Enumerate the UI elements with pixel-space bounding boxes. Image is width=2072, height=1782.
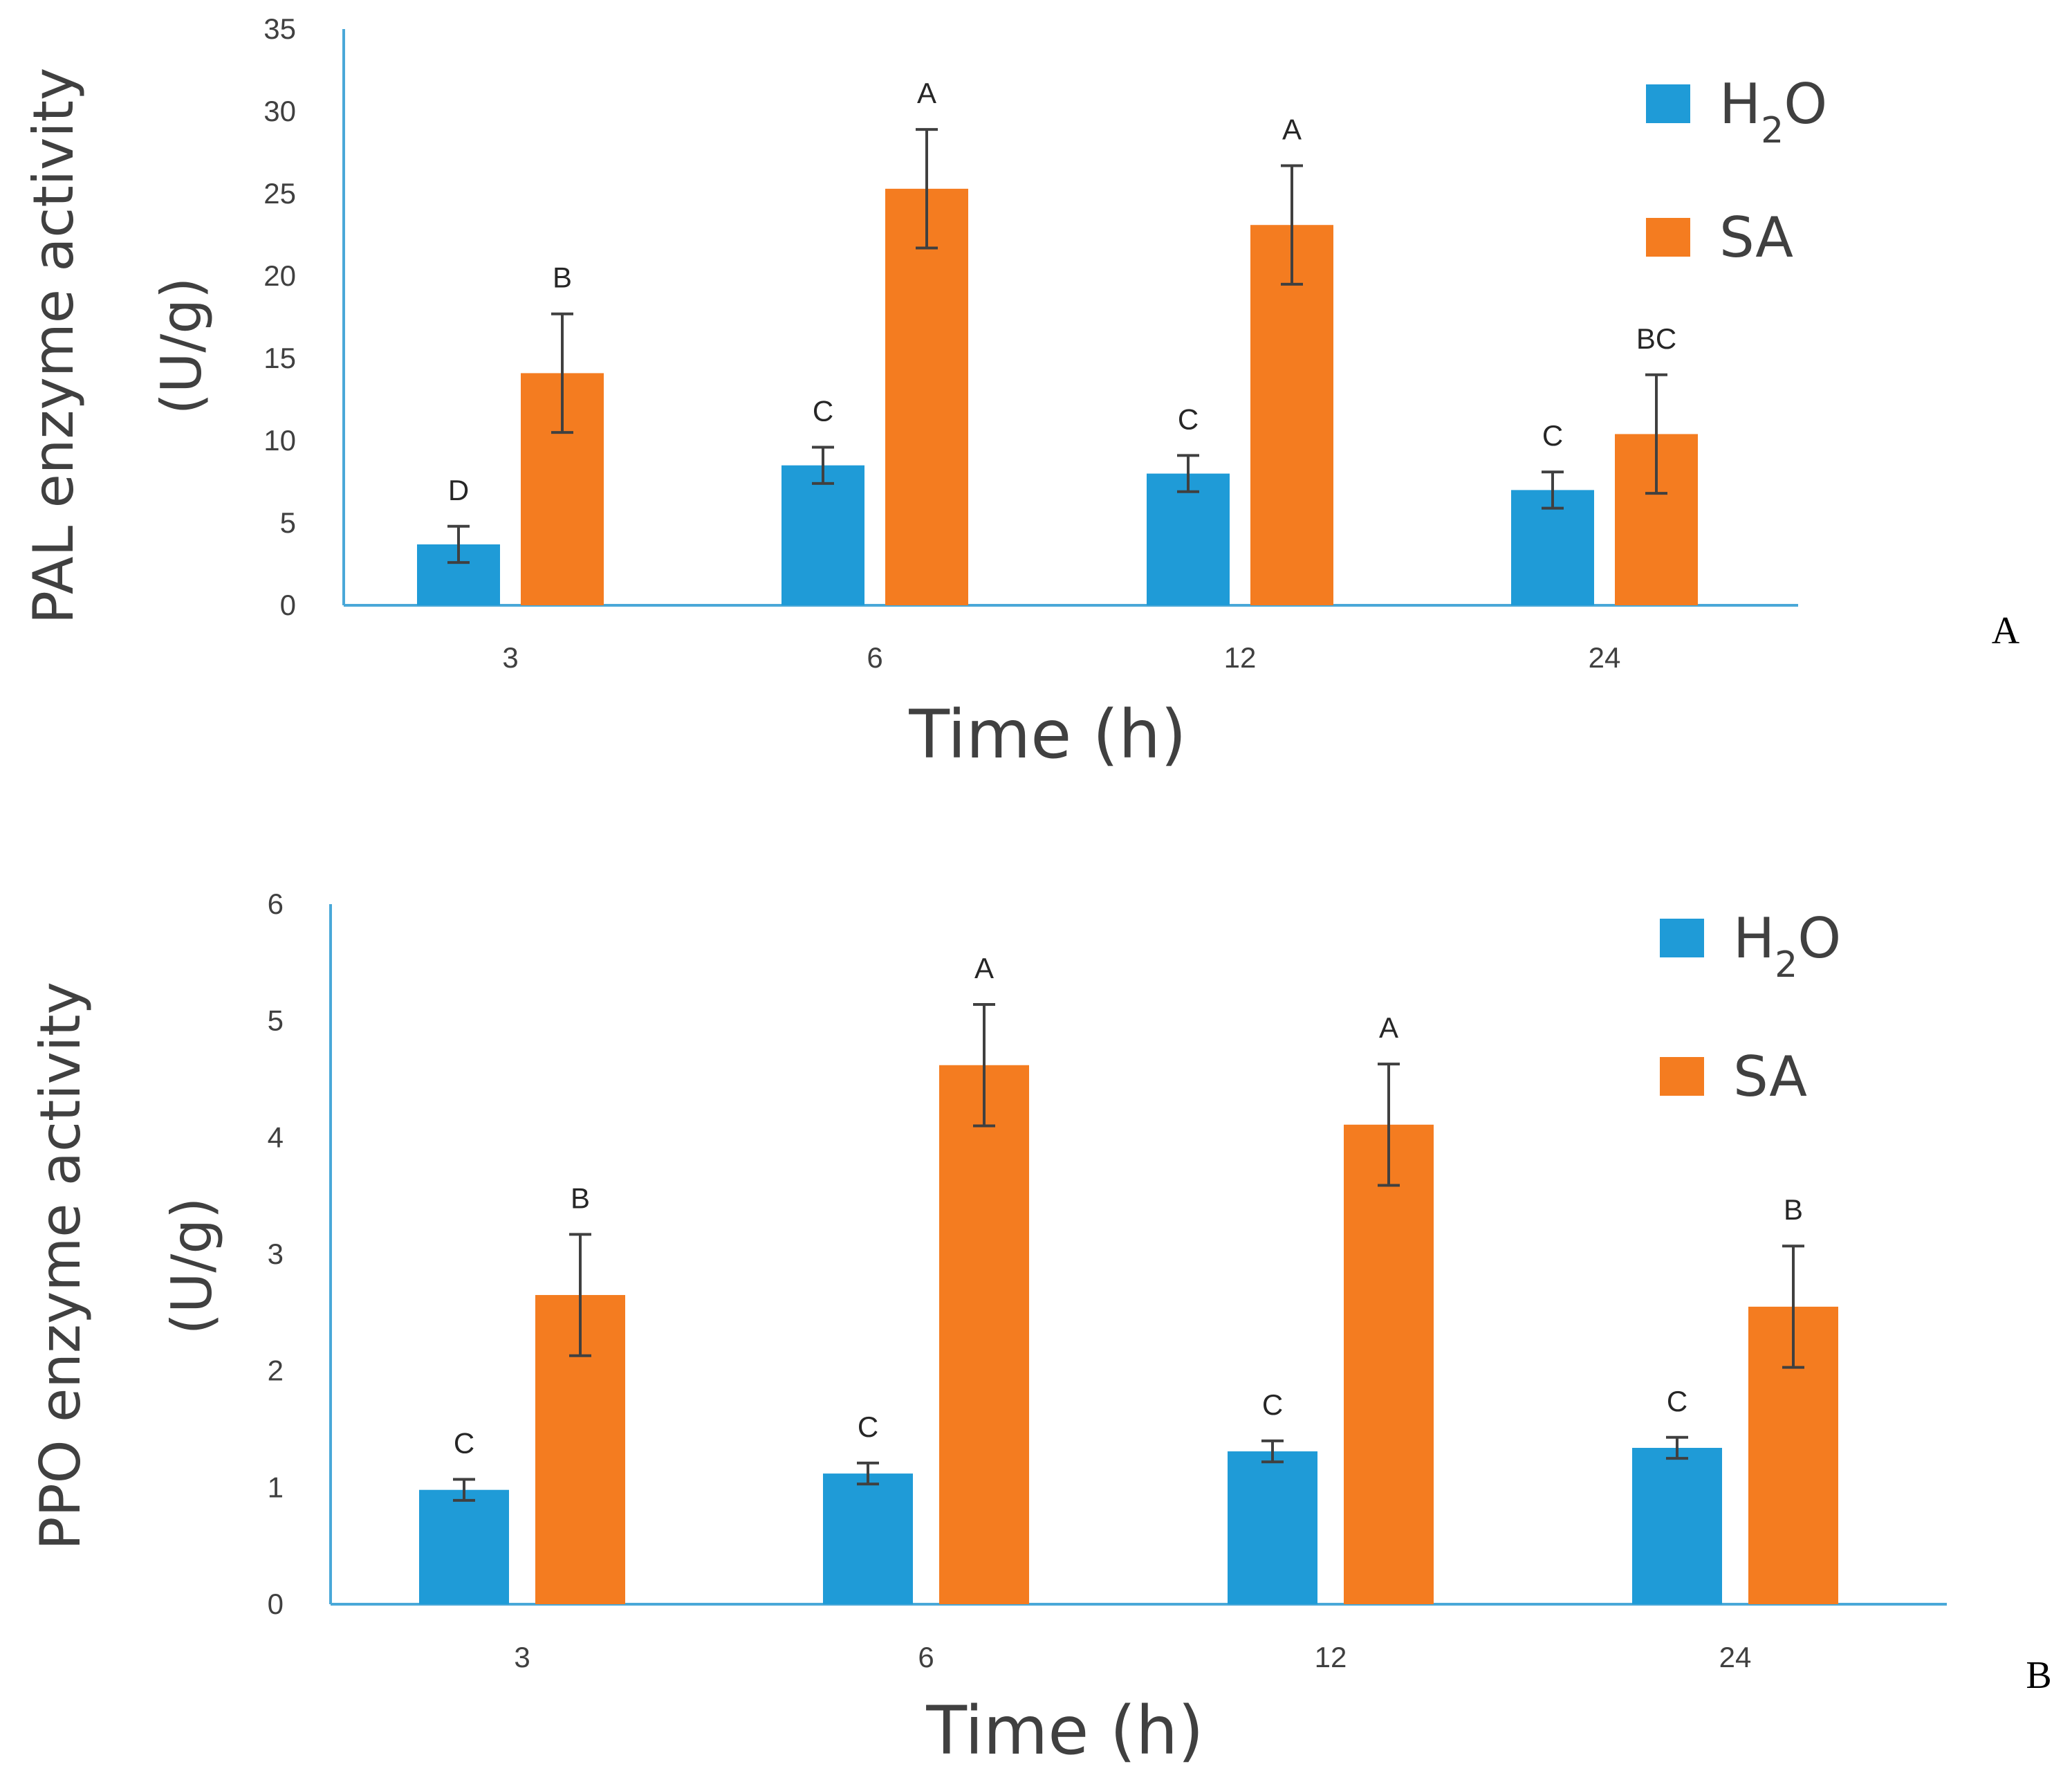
significance-letter: A [1379, 1011, 1398, 1044]
legend-main-text: H [1719, 72, 1761, 136]
x-tick-label: 3 [502, 641, 518, 674]
bar-h2o [781, 465, 864, 605]
significance-letter: D [448, 474, 469, 506]
bar-sa [885, 188, 968, 605]
legend-swatch-sa [1660, 1057, 1704, 1096]
legend-main-text: SA [1733, 1045, 1807, 1109]
error-bar [1645, 373, 1667, 495]
error-bar [447, 524, 470, 564]
legend-tail-text: O [1784, 72, 1827, 136]
significance-letter: C [1262, 1388, 1283, 1421]
y-tick-label: 1 [268, 1471, 284, 1503]
y-tick-label: 10 [263, 424, 296, 457]
bar-h2o [1632, 1447, 1722, 1604]
y-tick-label: 3 [268, 1238, 284, 1270]
bar-h2o [1228, 1451, 1317, 1604]
bar-h2o [419, 1489, 509, 1604]
error-bar [916, 128, 938, 250]
bar-sa [939, 1065, 1029, 1604]
legend-main-text: SA [1719, 205, 1793, 270]
significance-letter: A [974, 952, 994, 984]
error-bar [1177, 454, 1199, 493]
y-tick-label: 6 [268, 888, 284, 920]
y-axis-unit: (U/g) [149, 277, 214, 415]
significance-letter: C [1542, 419, 1563, 452]
y-axis-unit: (U/g) [160, 1197, 224, 1335]
x-tick-label: 12 [1315, 1641, 1347, 1673]
x-axis-title: Time (h) [925, 1692, 1203, 1770]
legend-subscript: 2 [1761, 110, 1784, 151]
error-bar [453, 1478, 475, 1502]
legend-swatch-h2o [1660, 919, 1704, 957]
legend-label-h2o: H2O [1733, 906, 1841, 986]
error-bar [1666, 1435, 1688, 1460]
y-tick-label: 0 [280, 589, 296, 621]
y-axis-title: PAL enzyme activity [21, 68, 86, 625]
error-bar [1281, 164, 1303, 286]
y-tick-label: 2 [268, 1354, 284, 1387]
pal-chart: 0 5 10 15 20 25 30 35 3 6 12 24 D C C C H2O B A A BC SA Time (… [21, 12, 2020, 773]
significance-letter: C [1667, 1385, 1687, 1417]
y-tick-label: 4 [268, 1121, 284, 1153]
significance-letter: B [1784, 1193, 1803, 1226]
panel-label: A [1992, 609, 2020, 652]
significance-letter: BC [1636, 322, 1676, 355]
x-tick-label: 6 [918, 1641, 934, 1673]
x-tick-label: 3 [514, 1641, 530, 1673]
error-bar [1542, 470, 1564, 510]
significance-letter: A [917, 77, 936, 109]
legend-subscript: 2 [1775, 944, 1797, 986]
y-tick-label: 5 [280, 506, 296, 539]
error-bar [1378, 1063, 1400, 1187]
y-tick-label: 30 [263, 95, 296, 127]
y-tick-label: 20 [263, 259, 296, 292]
significance-letter: B [553, 261, 572, 294]
bar-sa [1250, 225, 1333, 606]
bar-h2o [823, 1473, 913, 1604]
legend-label-sa: SA [1733, 1045, 1807, 1109]
bar-sa [1344, 1124, 1434, 1604]
x-tick-label: 6 [867, 641, 882, 674]
error-bar [551, 312, 573, 434]
x-tick-label: 24 [1719, 1641, 1752, 1673]
error-bar [1261, 1439, 1284, 1464]
error-bar [973, 1003, 995, 1128]
legend-label-h2o: H2O [1719, 72, 1827, 151]
y-tick-label: 25 [263, 177, 296, 210]
x-tick-label: 12 [1224, 641, 1257, 674]
significance-letter: C [1178, 403, 1199, 435]
y-axis-title: PPO enzyme activity [28, 982, 93, 1550]
legend-label-sa: SA [1719, 205, 1793, 270]
significance-letter: A [1282, 113, 1302, 146]
error-bar [569, 1233, 591, 1357]
significance-letter: C [813, 395, 833, 428]
legend-swatch-sa [1646, 218, 1690, 257]
y-tick-label: 0 [268, 1588, 284, 1620]
legend-swatch-h2o [1646, 84, 1690, 123]
panel-label: B [2026, 1654, 2051, 1697]
bar-h2o [1147, 473, 1230, 605]
x-axis-title: Time (h) [908, 696, 1186, 773]
legend-main-text: H [1733, 906, 1775, 971]
y-tick-label: 15 [263, 342, 296, 374]
error-bar [1782, 1244, 1804, 1369]
error-bar [857, 1461, 879, 1486]
significance-letter: C [454, 1427, 474, 1460]
y-tick-label: 35 [263, 12, 296, 45]
significance-letter: B [571, 1182, 590, 1214]
significance-letter: C [858, 1411, 878, 1443]
x-tick-label: 24 [1589, 641, 1621, 674]
error-bar [812, 446, 834, 485]
legend-tail-text: O [1797, 906, 1841, 971]
y-tick-label: 5 [268, 1004, 284, 1037]
